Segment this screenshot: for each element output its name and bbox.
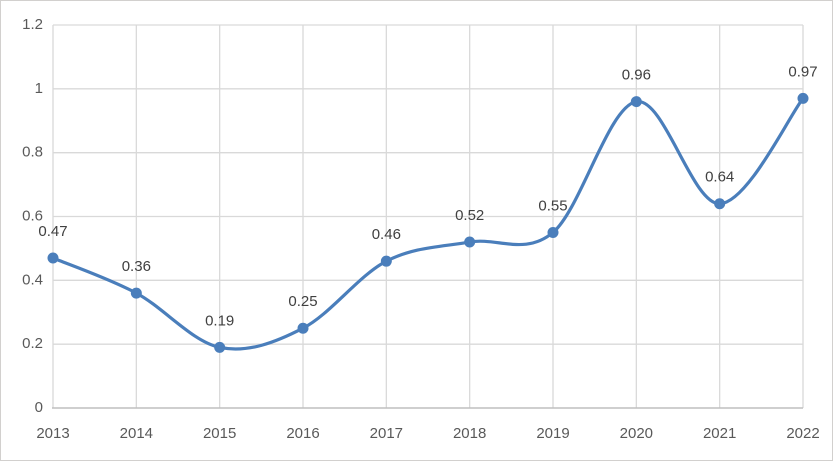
data-point-label: 0.46 [372,226,401,243]
data-point-label: 0.47 [38,223,67,240]
x-axis-tick-label: 2021 [703,425,736,442]
data-point-marker [130,287,142,299]
x-axis-tick-label: 2019 [536,425,569,442]
y-axis-tick-label: 0.6 [22,207,43,224]
x-axis-tick-label: 2018 [453,425,486,442]
data-point-marker [47,252,59,264]
data-point-label: 0.25 [288,293,317,310]
x-axis-tick-label: 2013 [36,425,69,442]
series-markers [47,92,809,353]
data-point-marker [214,341,226,353]
series-path [51,96,805,351]
data-point-label: 0.64 [705,169,734,186]
data-point-label: 0.96 [622,67,651,84]
series-line [51,96,805,351]
x-axis-tick-label: 2022 [786,425,819,442]
y-axis-tick-label: 0.4 [22,271,43,288]
data-point-marker [464,236,476,248]
x-axis-tick-label: 2017 [370,425,403,442]
y-axis-tick-label: 1.2 [22,16,43,33]
y-axis-tick-label: 1 [35,80,43,97]
y-axis-tick-label: 0.2 [22,335,43,352]
data-point-marker [630,96,642,108]
x-axis-tick-label: 2020 [620,425,653,442]
y-axis-tick-label: 0.8 [22,144,43,161]
data-point-label: 0.19 [205,312,234,329]
x-axis-tick-label: 2014 [120,425,153,442]
data-point-label: 0.36 [122,258,151,275]
x-axis-tick-label: 2015 [203,425,236,442]
data-point-label: 0.97 [788,63,817,80]
data-point-marker [547,226,559,238]
labels: 0 0.2 0.4 0.6 0.8 1 1.2 2013 2014 2015 2016 2017 201… [22,16,820,442]
data-point-marker [297,322,309,334]
data-point-label: 0.52 [455,207,484,224]
x-axis-tick-label: 2016 [286,425,319,442]
data-point-marker [797,92,809,104]
data-point-label: 0.55 [538,197,567,214]
data-point-marker [380,255,392,267]
gridlines [52,24,804,408]
y-axis-tick-label: 0 [35,399,43,416]
data-point-marker [714,198,726,210]
